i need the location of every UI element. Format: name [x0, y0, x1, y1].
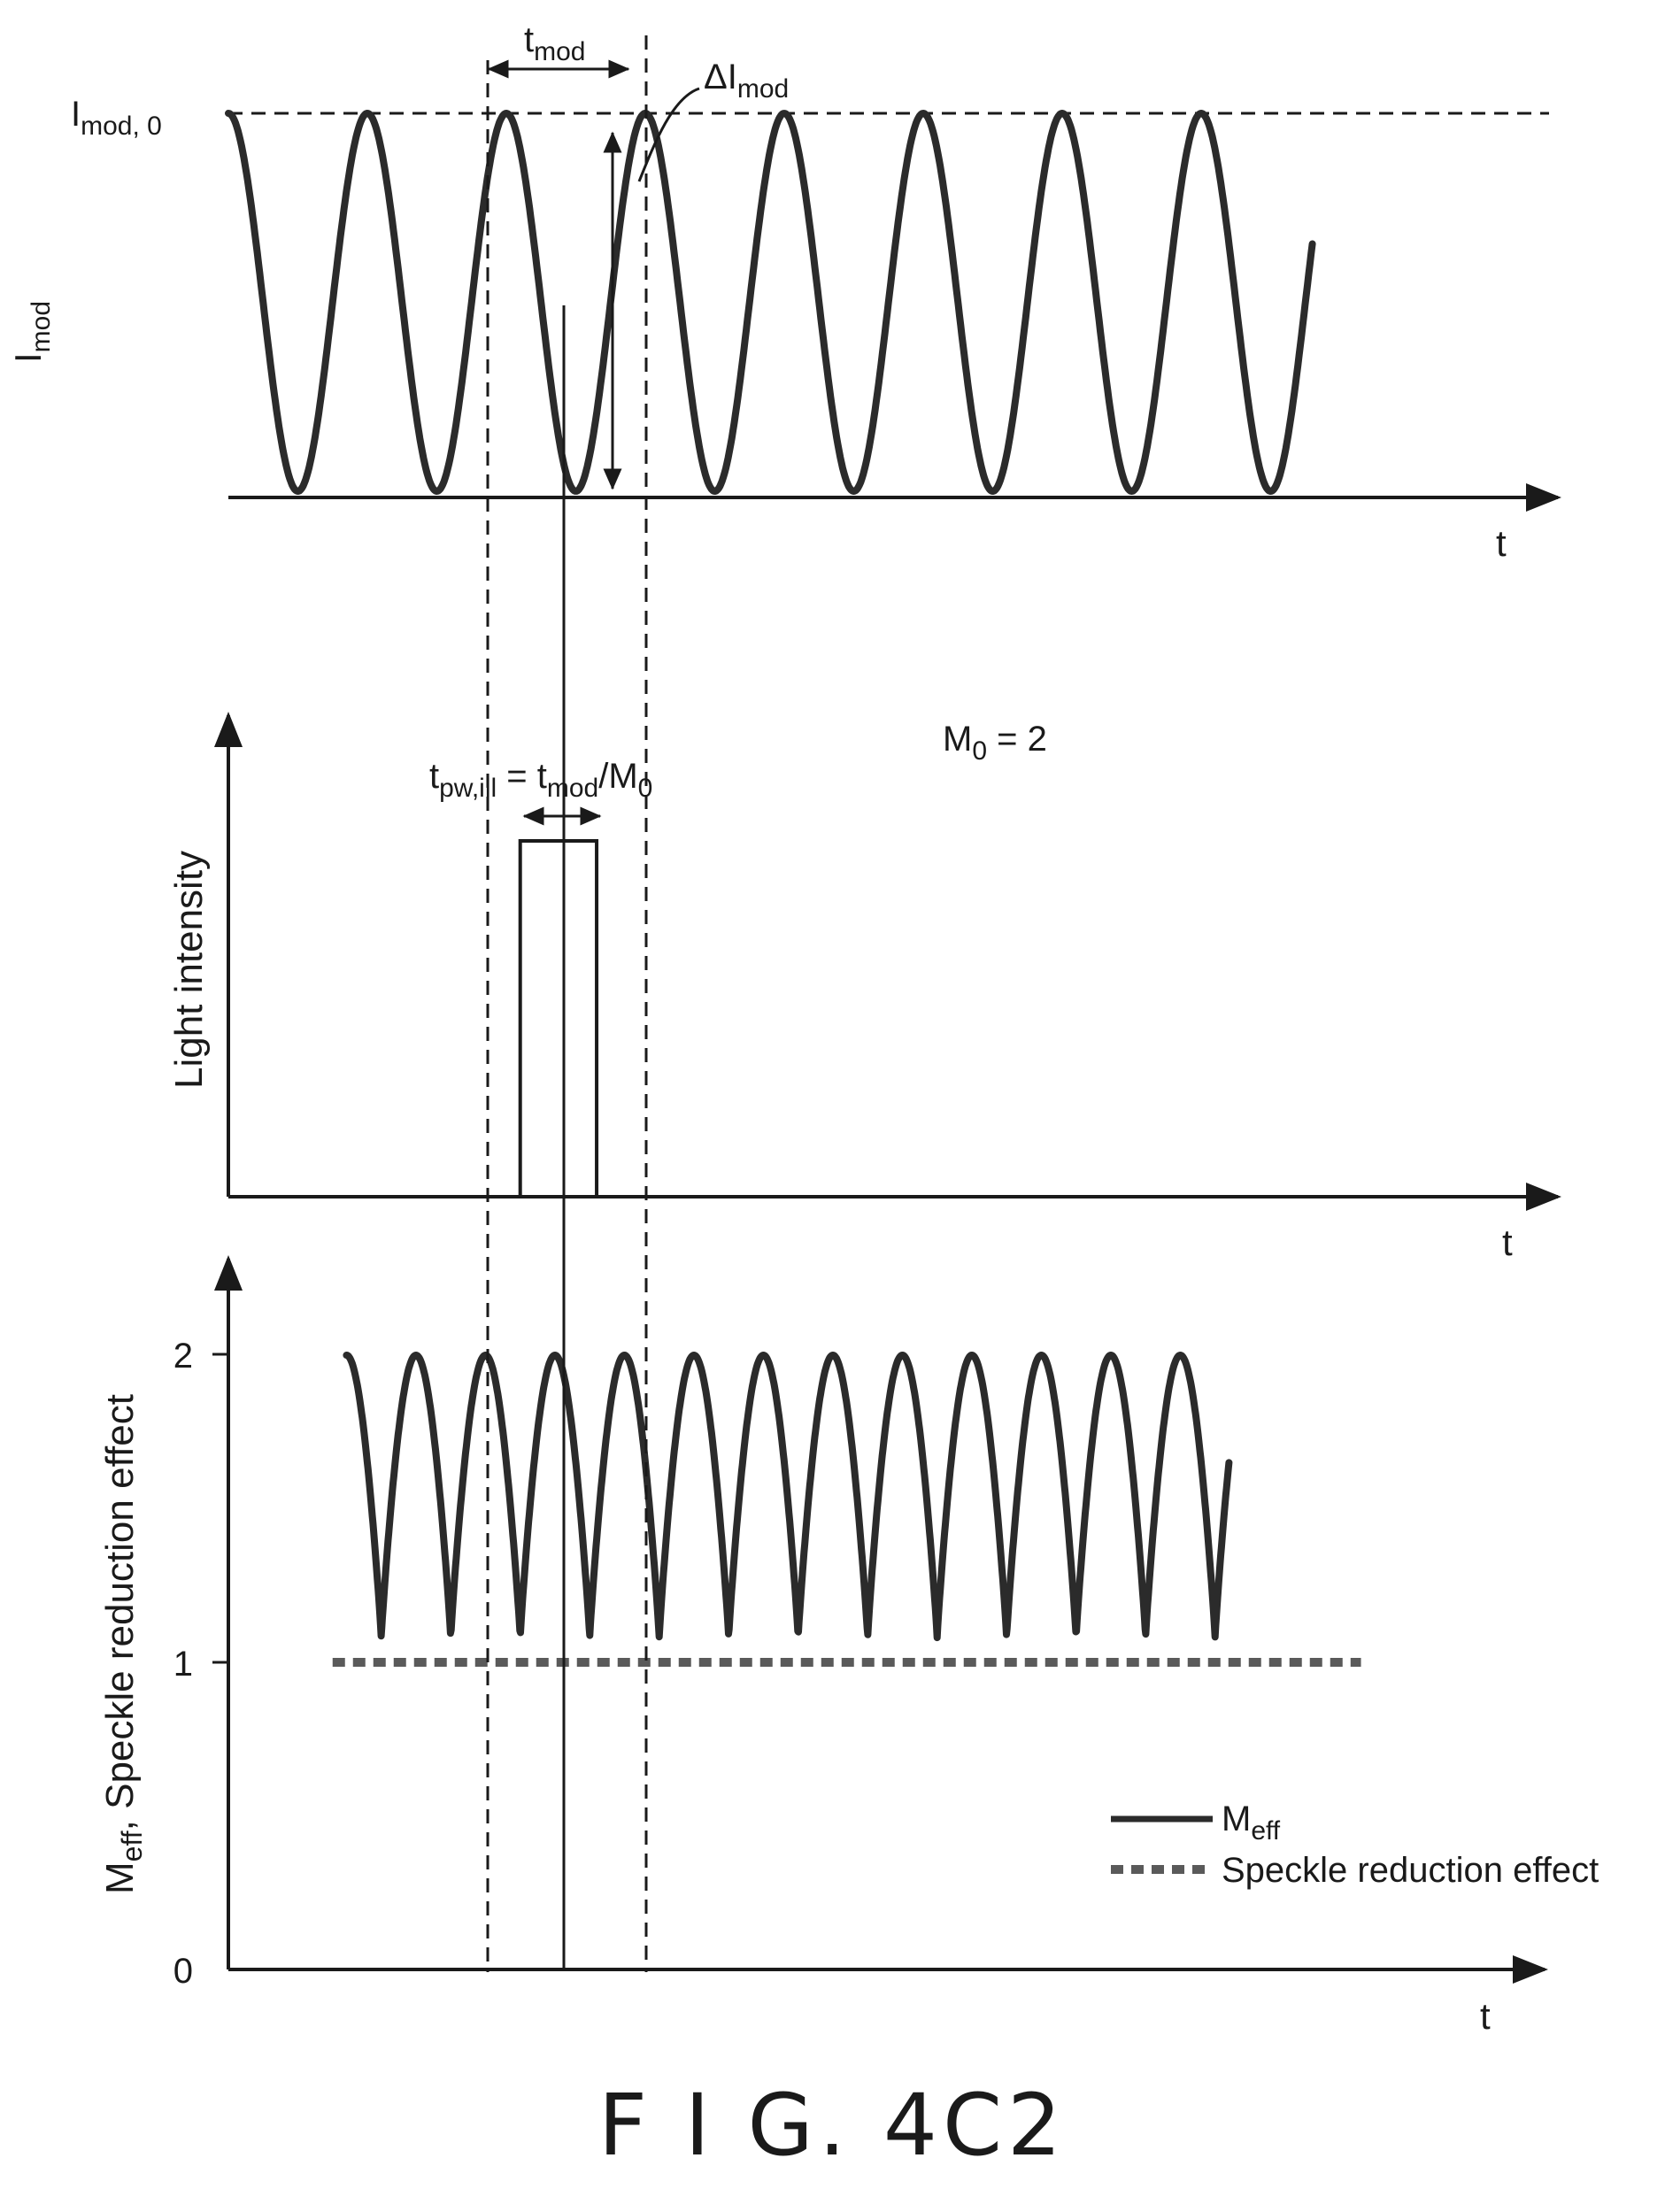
legend-speckle-label: Speckle reduction effect [1222, 1851, 1599, 1890]
delta-imod-leader [637, 87, 700, 182]
pulse-width-annotation: tpw,ill = tmod/M0 [429, 757, 652, 803]
imod-series-line [225, 110, 1316, 495]
illumination-pulse [518, 839, 599, 1198]
m0-annotation: M0 = 2 [943, 720, 1047, 766]
panel-meff: 2 1 0 Meff, Speckle reduction effect t M… [98, 1255, 1599, 2037]
figure-caption: F I G. 4C2 [597, 2076, 1068, 2175]
delta-imod-annotation: ΔImod [704, 58, 789, 104]
tmod-annotation: tmod [524, 20, 585, 66]
guide-lines [486, 35, 648, 1972]
panel1-ytick-label: Imod, 0 [71, 95, 162, 141]
panel2-x-axis-label: t [1502, 1222, 1513, 1263]
panel-imod: Imod, 0 Imod t tmod ΔImod [7, 20, 1561, 564]
panel3-x-axis-label: t [1480, 1995, 1491, 2037]
panel1-x-axis-label: t [1496, 522, 1507, 564]
panel3-y-axis-label: Meff, Speckle reduction effect [98, 1394, 148, 1894]
panel3-ytick-2: 2 [173, 1337, 193, 1376]
panel2-y-axis-label: Light intensity [167, 851, 211, 1089]
panel1-y-axis-label: Imod [7, 301, 56, 363]
panel-light-intensity: Light intensity t M0 = 2 tpw,ill = tmod/… [167, 712, 1561, 1263]
legend: Meff Speckle reduction effect [1111, 1800, 1599, 1890]
meff-series-line [343, 1352, 1233, 1642]
panel3-ytick-0: 0 [173, 1952, 193, 1991]
panel3-ytick-1: 1 [173, 1645, 193, 1684]
legend-meff-label: Meff [1222, 1800, 1281, 1846]
